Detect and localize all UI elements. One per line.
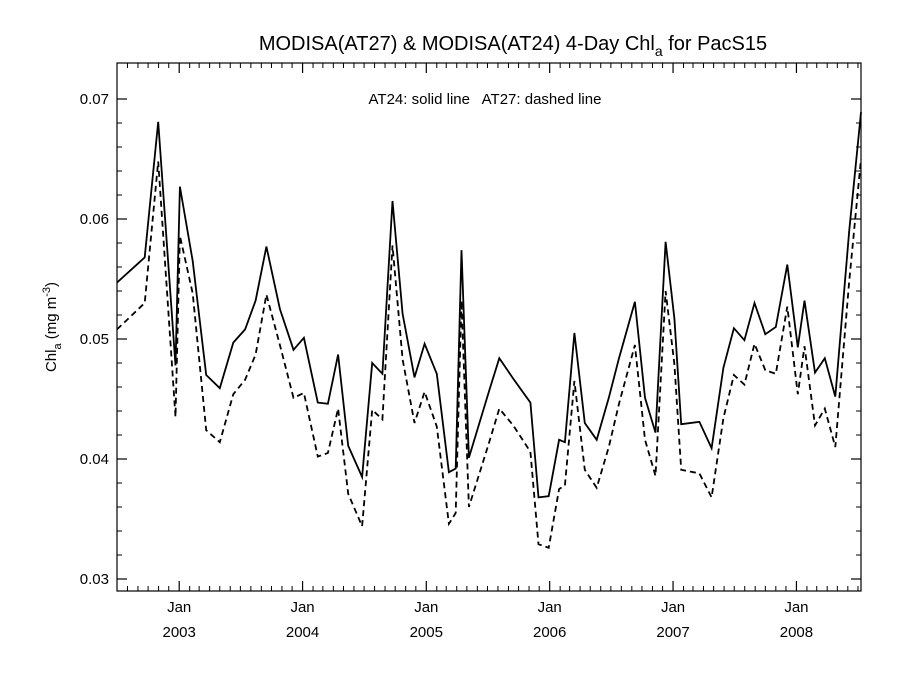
series-layer	[116, 112, 862, 550]
title-subscript: a	[655, 43, 663, 59]
ylabel-main: Chl	[43, 350, 60, 373]
x-tick-label-month: Jan	[538, 599, 562, 616]
y-tick-label: 0.05	[80, 331, 109, 348]
series-line-at24	[116, 112, 862, 499]
ylabel-subscript: a	[52, 343, 64, 350]
y-tick-label: 0.04	[80, 451, 109, 468]
x-tick-label-month: Jan	[167, 599, 191, 616]
x-tick-label-month: Jan	[414, 599, 438, 616]
y-axis: 0.03 0.04 0.05 0.06 0.07	[80, 91, 861, 588]
y-tick-label: 0.07	[80, 91, 109, 108]
y-tick-label: 0.06	[80, 211, 109, 228]
x-axis: Jan 2003 Jan 2004 Jan 2005 Jan 2006 Jan 2007 Jan 20…	[116, 63, 859, 641]
plot-frame	[116, 62, 862, 592]
x-tick-label-year: 2004	[286, 624, 319, 641]
chart-title: MODISA(AT27) & MODISA(AT24) 4-Day Chla f…	[259, 33, 767, 59]
y-axis-label: Chla (mg m-3)	[41, 282, 64, 372]
title-suffix: for PacS15	[663, 33, 768, 55]
ylabel-unit: (mg m	[43, 297, 60, 344]
series-line-at27	[116, 158, 862, 550]
ylabel-superscript: -3	[41, 287, 53, 297]
x-tick-label-year: 2006	[533, 624, 566, 641]
ylabel-end: )	[43, 282, 60, 287]
svg-text:Chla (mg m-3): Chla (mg m-3)	[41, 282, 64, 372]
x-tick-label-month: Jan	[784, 599, 808, 616]
x-tick-label-year: 2003	[163, 624, 196, 641]
x-tick-label-year: 2008	[780, 624, 813, 641]
y-tick-label: 0.03	[80, 571, 109, 588]
legend-annotation: AT24: solid line AT27: dashed line	[369, 91, 602, 108]
x-tick-label-year: 2007	[656, 624, 689, 641]
x-tick-label-month: Jan	[290, 599, 314, 616]
title-main: MODISA(AT27) & MODISA(AT24) 4-Day Chl	[259, 33, 655, 55]
svg-text:MODISA(AT27) & MODISA(AT24) 4-: MODISA(AT27) & MODISA(AT24) 4-Day Chla f…	[259, 33, 767, 59]
x-tick-label-year: 2005	[410, 624, 443, 641]
x-tick-label-month: Jan	[661, 599, 685, 616]
